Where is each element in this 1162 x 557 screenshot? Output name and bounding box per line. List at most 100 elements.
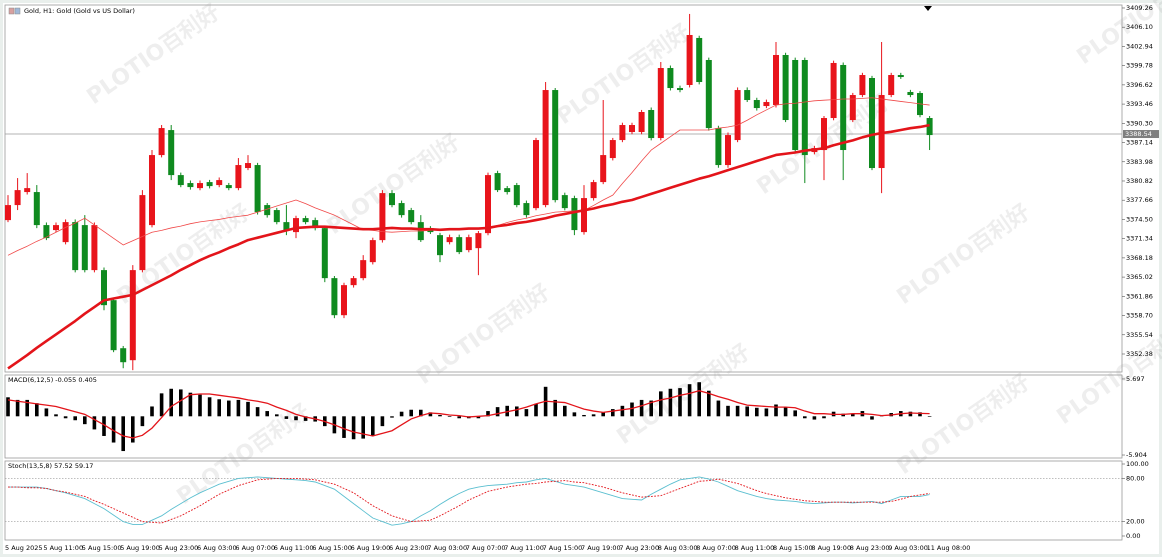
macd-bar: [486, 411, 490, 417]
macd-bar: [179, 389, 183, 417]
macd-bar: [735, 405, 740, 417]
candle-body: [773, 55, 779, 106]
macd-bar: [927, 416, 932, 417]
candle-body: [24, 188, 31, 193]
x-tick-label: 5 Aug 23:00: [159, 544, 199, 552]
candle-body: [53, 225, 59, 231]
candle-body: [139, 195, 146, 271]
chart-window: [3, 3, 1159, 554]
candle-body: [561, 195, 568, 209]
x-tick-label: 7 Aug 03:00: [427, 544, 467, 552]
macd-bar: [793, 410, 797, 417]
macd-bar: [438, 414, 442, 417]
candle-body: [389, 193, 395, 206]
candle-body: [619, 125, 626, 141]
y-tick-label: 3399.78: [1126, 62, 1153, 70]
macd-bar: [63, 416, 68, 419]
candle-body: [878, 95, 885, 169]
x-tick-label: 7 Aug 15:00: [543, 544, 583, 552]
macd-bar: [284, 416, 289, 419]
macd-bar: [620, 405, 625, 417]
x-tick-label: 11 Aug 08:00: [927, 544, 971, 552]
macd-bar: [73, 416, 77, 421]
x-tick-label: 6 Aug 11:00: [274, 544, 314, 552]
x-tick-label: 6 Aug 03:00: [197, 544, 237, 552]
y-tick-label: 3409.26: [1126, 4, 1153, 12]
candle-body: [120, 348, 127, 363]
candle-body: [245, 163, 251, 169]
x-tick-label: 9 Aug 03:00: [888, 544, 928, 552]
macd-bar: [428, 412, 433, 417]
y-tick-label: 3402.94: [1126, 42, 1153, 50]
macd-signal: [7, 390, 930, 439]
macd-bar: [745, 406, 749, 417]
macd-bar: [563, 405, 567, 417]
macd-bar: [726, 405, 730, 417]
candle-body: [33, 192, 40, 226]
candle-body: [129, 270, 136, 361]
x-tick-label: 7 Aug 11:00: [504, 544, 544, 552]
candle-body: [177, 175, 184, 186]
macd-bar: [534, 403, 538, 417]
macd-bar: [227, 400, 231, 417]
candle-body: [101, 270, 107, 306]
candle-body: [648, 109, 655, 139]
candle-body: [273, 210, 280, 223]
x-tick-label: 5 Aug 2025: [5, 544, 43, 552]
macd-bar: [198, 394, 202, 417]
candle-body: [168, 130, 175, 176]
stoch-line: [8, 476, 930, 526]
last-price-label: 3388.54: [1125, 130, 1152, 138]
stoch-title: Stoch(13,5,8) 57.52 59.17: [8, 462, 93, 470]
candle-body: [14, 190, 21, 206]
macd-bar: [822, 416, 826, 419]
macd-bar: [121, 416, 125, 452]
macd-bar: [870, 416, 874, 420]
candle-body: [888, 75, 895, 96]
candle-body: [321, 228, 328, 279]
x-tick-label: 7 Aug 07:00: [466, 544, 506, 552]
candle-body: [753, 100, 760, 109]
macd-bar: [764, 408, 769, 417]
candle-body: [5, 205, 11, 221]
macd-bar: [803, 416, 807, 419]
x-tick-label: 6 Aug 07:00: [235, 544, 275, 552]
symbol-icon: [14, 7, 21, 15]
macd-bar: [255, 407, 260, 417]
candle-body: [225, 185, 232, 189]
candle-body: [523, 203, 530, 216]
x-tick-label: 5 Aug 15:00: [82, 544, 122, 552]
y-tick-label: 3387.14: [1126, 139, 1153, 147]
macd-bar: [630, 402, 634, 417]
macd-bar: [351, 416, 356, 440]
macd-bar: [649, 400, 653, 417]
main-panel: [4, 4, 1123, 373]
y-tick-label: 80.00: [1126, 474, 1145, 482]
macd-bar: [361, 416, 365, 439]
candle-body: [840, 64, 847, 151]
macd-bar: [687, 384, 692, 417]
candle-body: [533, 140, 539, 209]
macd-bar: [380, 416, 385, 427]
candle-body: [91, 225, 98, 271]
candle-body: [705, 59, 712, 129]
macd-bar: [611, 409, 615, 417]
candle-body: [293, 218, 299, 233]
candle-body: [485, 175, 491, 234]
macd-bar: [476, 416, 481, 419]
macd-bar: [246, 401, 250, 417]
macd-bar: [390, 416, 394, 418]
candle-body: [696, 37, 703, 83]
x-tick-label: 6 Aug 15:00: [312, 544, 352, 552]
macd-bar: [783, 407, 788, 417]
candle-body: [446, 237, 453, 243]
macd-bar: [371, 416, 375, 436]
chart-title: Gold, H1: Gold (Gold vs US Dollar): [24, 7, 135, 15]
macd-bar: [111, 416, 116, 443]
macd-bar: [524, 409, 529, 417]
macd-bar: [409, 409, 413, 417]
candle-body: [437, 235, 443, 256]
candle-body: [763, 102, 770, 107]
macd-bar: [35, 403, 39, 417]
y-tick-label: 3371.34: [1126, 235, 1153, 243]
